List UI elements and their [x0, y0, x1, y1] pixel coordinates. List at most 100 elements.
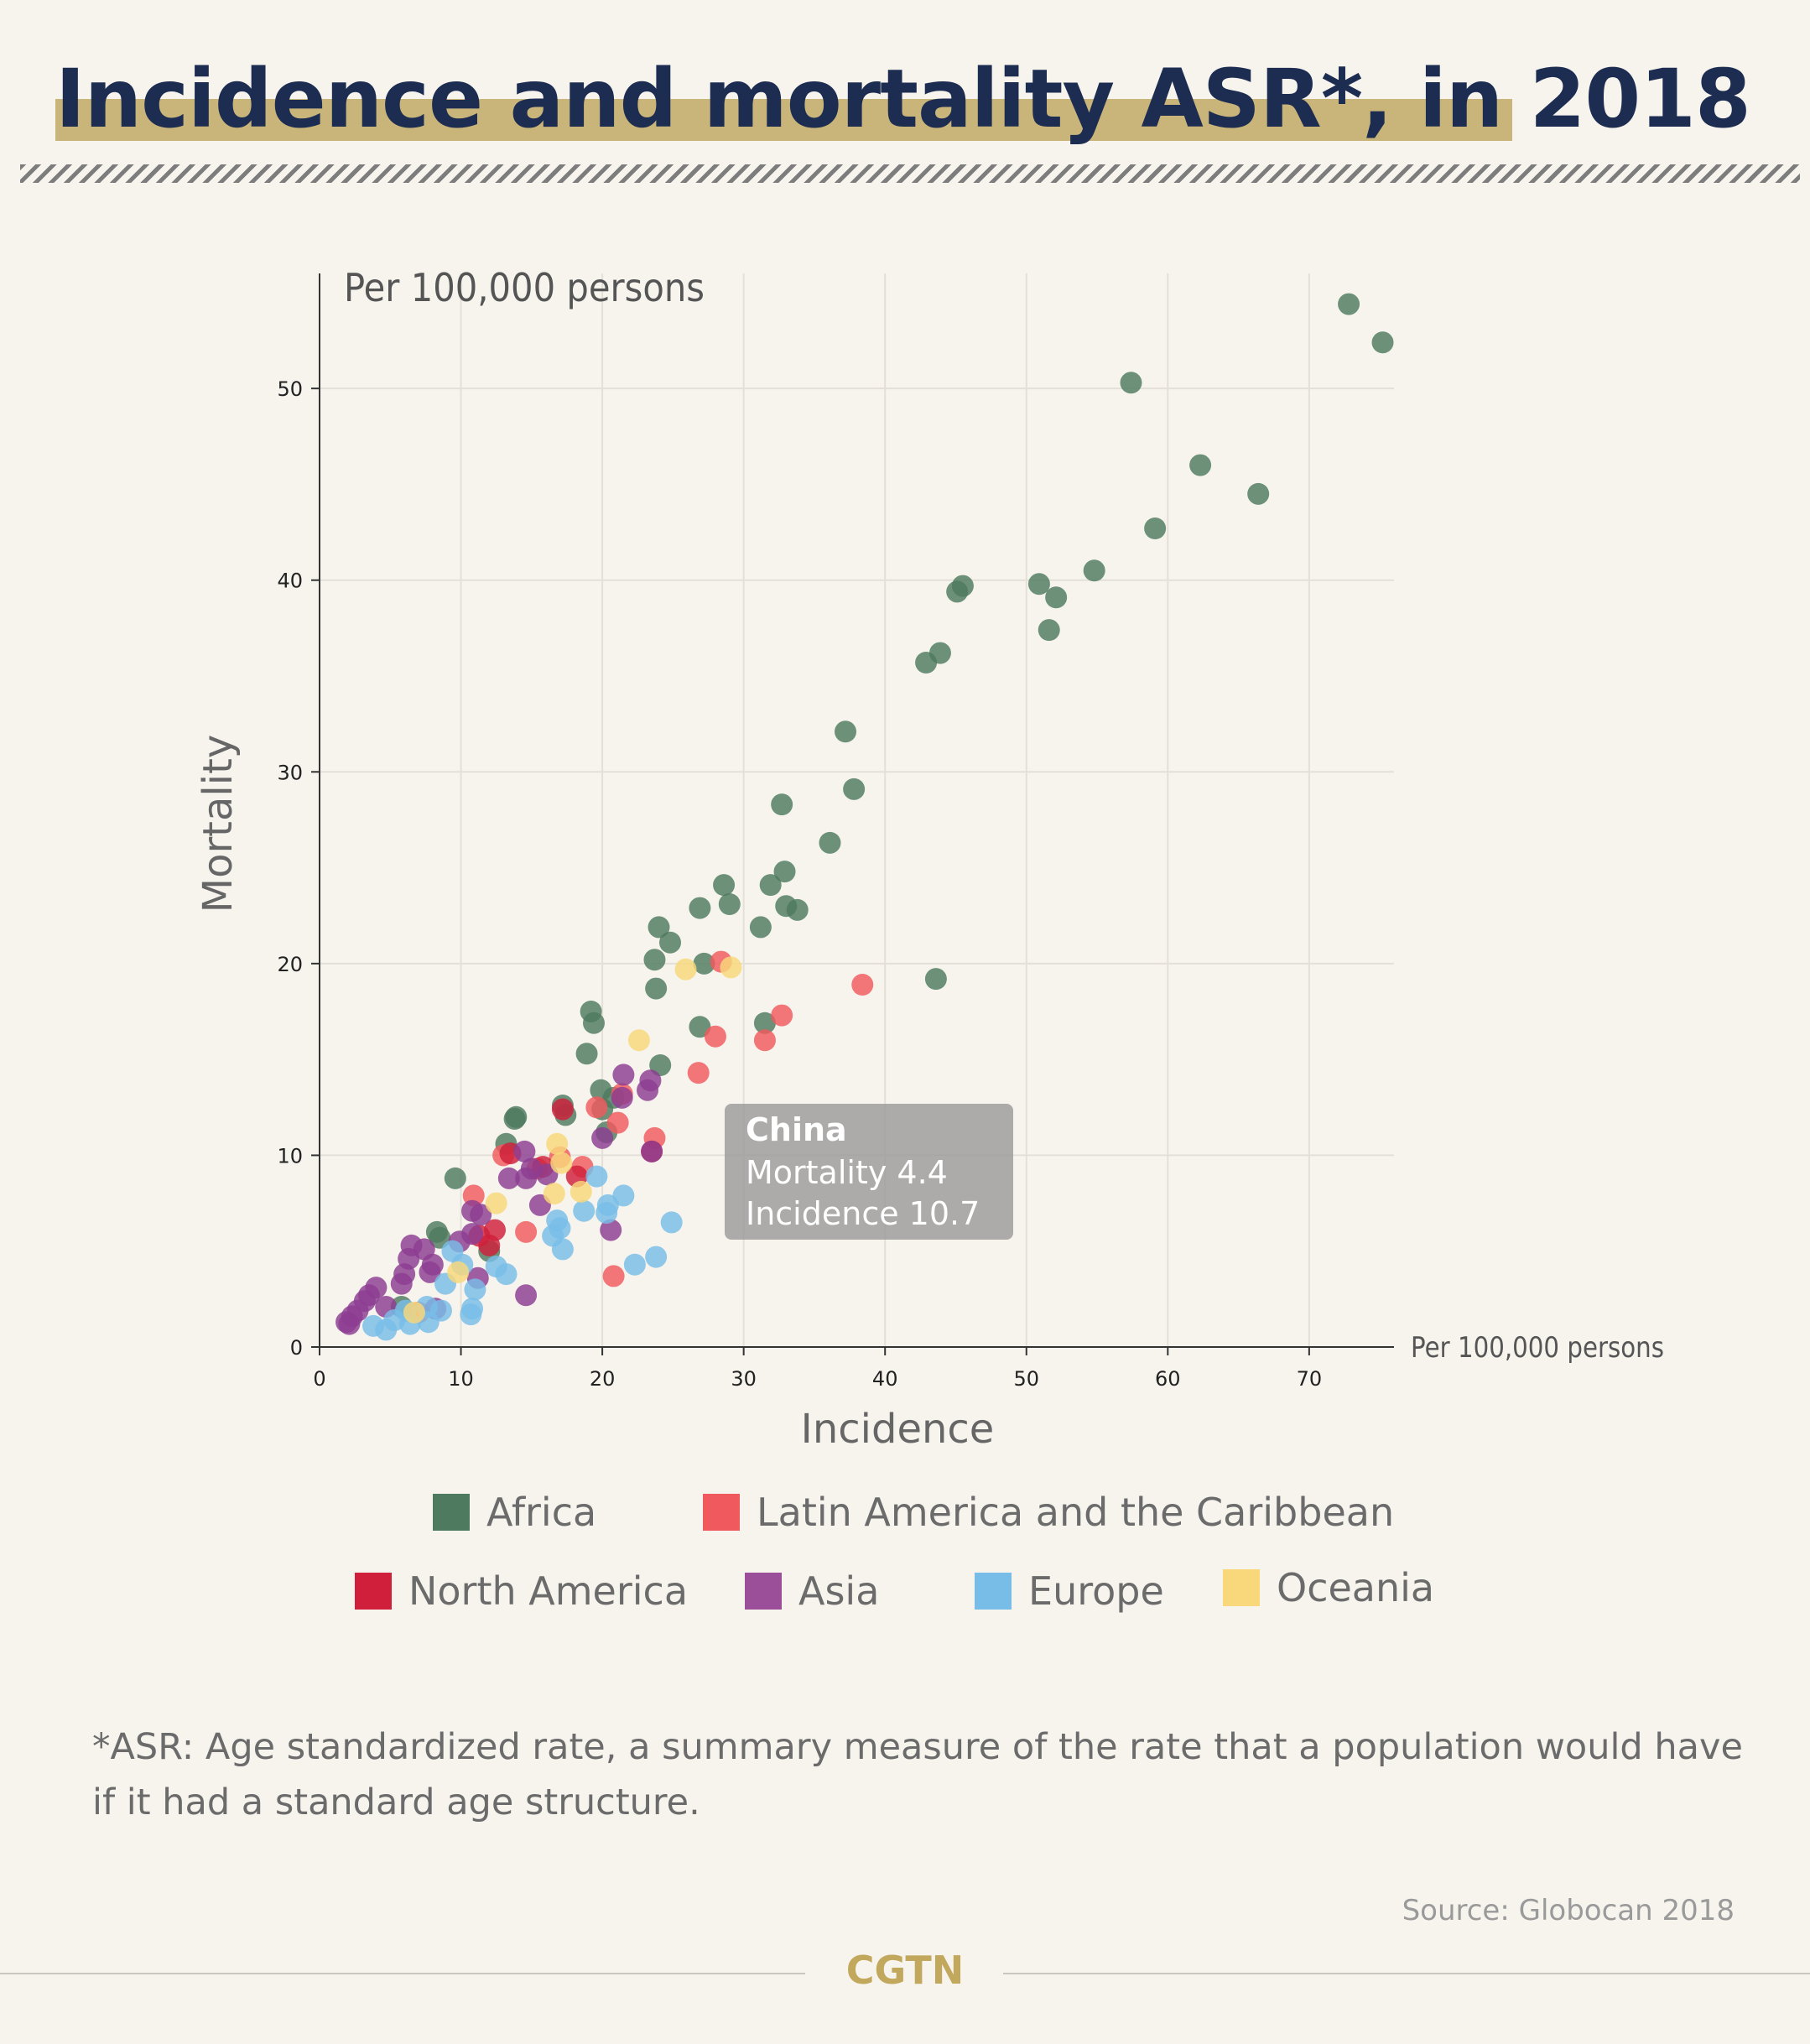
- page-title: Incidence and mortality ASR*, in 2018: [55, 52, 1751, 146]
- footer-rule-right: [1003, 1973, 1810, 1974]
- point-latin-america-and-the-caribbean-2: [771, 1004, 793, 1027]
- point-asia-10: [520, 1157, 543, 1180]
- point-africa-1: [1371, 331, 1394, 354]
- legend-item-north-america: North America: [355, 1568, 688, 1614]
- legend-item-latin-america: Latin America and the Caribbean: [703, 1490, 1394, 1535]
- point-europe-10: [623, 1253, 646, 1276]
- y-tick-label-10: 10: [277, 1144, 303, 1168]
- point-europe-1: [585, 1165, 608, 1188]
- point-europe-27: [362, 1314, 385, 1337]
- point-africa-11: [1038, 619, 1060, 642]
- tooltip-incidence: Incidence 10.7: [746, 1195, 980, 1232]
- point-africa-4: [1247, 482, 1270, 505]
- point-oceania-1: [720, 956, 742, 979]
- point-oceania-3: [546, 1132, 569, 1155]
- china-tooltip: China Mortality 4.4 Incidence 10.7: [725, 1104, 1013, 1240]
- point-latin-america-and-the-caribbean-4: [753, 1029, 776, 1052]
- point-asia-12: [470, 1204, 492, 1226]
- legend-label-oceania: Oceania: [1277, 1565, 1435, 1610]
- point-africa-8: [1045, 586, 1068, 609]
- point-europe-5: [596, 1194, 619, 1216]
- hatched-divider: [20, 164, 1800, 183]
- legend-swatch-latin-america: [703, 1494, 740, 1531]
- point-asia-6: [641, 1140, 663, 1162]
- y-tick-label-30: 30: [277, 761, 303, 784]
- point-asia-7: [497, 1167, 520, 1189]
- data-points: [335, 293, 1394, 1341]
- legend-swatch-asia: [745, 1573, 782, 1610]
- point-latin-america-and-the-caribbean-7: [585, 1096, 608, 1119]
- x-tick-label-0: 0: [313, 1367, 325, 1391]
- footnote: *ASR: Age standardized rate, a summary m…: [92, 1726, 1743, 1823]
- point-oceania-6: [570, 1180, 592, 1203]
- cgtn-logo: CGTN: [845, 1948, 965, 1993]
- y-unit-label: Per 100,000 persons: [344, 265, 705, 310]
- point-africa-27: [749, 916, 772, 939]
- point-europe-11: [645, 1246, 668, 1268]
- x-tick-label-40: 40: [872, 1367, 898, 1391]
- point-africa-33: [582, 1012, 605, 1034]
- point-europe-3: [573, 1199, 596, 1222]
- point-africa-3: [1189, 454, 1212, 476]
- point-africa-44: [505, 1105, 528, 1128]
- source-credit: Source: Globocan 2018: [1402, 1894, 1735, 1927]
- point-latin-america-and-the-caribbean-16: [602, 1265, 625, 1287]
- point-africa-35: [753, 1012, 776, 1034]
- point-latin-america-and-the-caribbean-0: [851, 974, 874, 996]
- x-tick-label-20: 20: [590, 1367, 616, 1391]
- point-africa-34: [689, 1016, 711, 1038]
- point-africa-21: [718, 893, 741, 915]
- y-axis-title: Mortality: [195, 735, 242, 913]
- legend-label-north-america: North America: [408, 1568, 689, 1614]
- point-oceania-7: [543, 1183, 565, 1205]
- legend-swatch-europe: [975, 1573, 1012, 1610]
- point-asia-0: [612, 1064, 635, 1086]
- point-asia-24: [390, 1272, 413, 1295]
- x-tick-label-30: 30: [731, 1367, 757, 1391]
- point-africa-13: [915, 652, 938, 674]
- legend-item-oceania: Oceania: [1223, 1565, 1434, 1610]
- point-asia-22: [419, 1261, 441, 1283]
- point-africa-20: [759, 874, 782, 897]
- x-tick-label-10: 10: [448, 1367, 474, 1391]
- legend-label-europe: Europe: [1028, 1568, 1164, 1614]
- point-africa-2: [1120, 372, 1142, 394]
- point-europe-19: [460, 1303, 482, 1326]
- point-africa-16: [771, 793, 793, 816]
- point-north-america-0: [551, 1098, 574, 1121]
- footer-rule-left: [0, 1973, 805, 1974]
- point-africa-10: [946, 580, 969, 603]
- x-tick-label-70: 70: [1297, 1367, 1323, 1391]
- point-europe-2: [612, 1184, 635, 1207]
- y-tick-label-0: 0: [290, 1336, 303, 1360]
- x-axis-title: Incidence: [801, 1406, 995, 1451]
- legend-swatch-africa: [433, 1494, 470, 1531]
- tooltip-mortality: Mortality 4.4: [746, 1154, 948, 1191]
- point-oceania-8: [447, 1261, 470, 1283]
- point-asia-34: [338, 1313, 361, 1335]
- legend-item-africa: Africa: [433, 1490, 596, 1535]
- legend-label-latin-america: Latin America and the Caribbean: [757, 1490, 1395, 1535]
- point-africa-30: [645, 977, 668, 1000]
- point-asia-28: [515, 1284, 538, 1307]
- x-unit-label: Per 100,000 persons: [1411, 1331, 1664, 1365]
- point-latin-america-and-the-caribbean-8: [606, 1111, 629, 1134]
- x-axis-ticks: 0 10 20 30 40 50 60 70: [313, 1347, 1322, 1391]
- point-africa-18: [713, 874, 736, 897]
- point-africa-29: [693, 952, 715, 975]
- point-oceania-2: [627, 1029, 650, 1052]
- point-asia-5: [513, 1140, 536, 1162]
- point-europe-9: [551, 1238, 574, 1261]
- legend-label-africa: Africa: [486, 1490, 597, 1535]
- point-africa-24: [786, 898, 809, 921]
- y-tick-label-20: 20: [277, 953, 303, 976]
- scatter-chart: 0 10 20 30 40 50 60 70 0 10 20 30 40 50 Per 100,000 …: [195, 265, 1664, 1451]
- y-tick-label-40: 40: [277, 570, 303, 593]
- point-africa-14: [835, 720, 857, 743]
- tooltip-title: China: [746, 1111, 847, 1148]
- point-africa-19: [773, 861, 796, 883]
- point-asia-2: [637, 1079, 659, 1101]
- legend-label-asia: Asia: [798, 1568, 880, 1614]
- point-oceania-0: [674, 958, 697, 980]
- point-asia-14: [600, 1219, 622, 1241]
